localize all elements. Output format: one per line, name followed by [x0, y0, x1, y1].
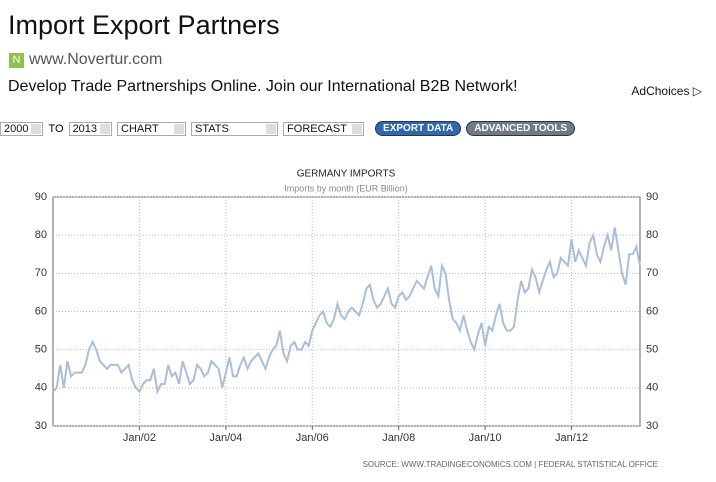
- chart-source: SOURCE: WWW.TRADINGECONOMICS.COM | FEDER…: [363, 460, 658, 469]
- x-tick-label: Jan/04: [209, 432, 242, 444]
- y2-tick-label: 30: [646, 420, 658, 432]
- ad-url[interactable]: www.Novertur.com: [29, 51, 163, 68]
- x-tick-label: Jan/10: [469, 432, 502, 444]
- y2-tick-label: 60: [646, 305, 658, 317]
- chart-subtitle: Imports by month (EUR Billion): [284, 183, 408, 193]
- y2-tick-label: 90: [646, 191, 658, 203]
- y-tick-label: 70: [35, 267, 47, 279]
- ad-text[interactable]: Develop Trade Partnerships Online. Join …: [8, 78, 518, 95]
- chart-title: GERMANY IMPORTS: [297, 169, 396, 180]
- y-tick-label: 50: [35, 344, 47, 356]
- ad-icon: N: [9, 52, 24, 68]
- ad-choices[interactable]: AdChoices ▷: [631, 84, 702, 98]
- chart: GERMANY IMPORTS Imports by month (EUR Bi…: [35, 169, 659, 469]
- to-label: TO: [48, 122, 64, 135]
- ad-choices-label[interactable]: AdChoices: [631, 84, 690, 98]
- page-title: Import Export Partners: [8, 10, 280, 40]
- advanced-button[interactable]: ADVANCED TOOLS: [466, 121, 576, 136]
- y2-tick-label: 50: [646, 344, 658, 356]
- y2-tick-label: 80: [646, 229, 658, 241]
- x-tick-label: Jan/02: [123, 432, 156, 444]
- y2-tick-label: 70: [646, 267, 658, 279]
- forecast-select[interactable]: FORECAST: [283, 121, 365, 136]
- stats-select[interactable]: STATS: [191, 121, 279, 136]
- y-tick-label: 80: [35, 229, 47, 241]
- export-button[interactable]: EXPORT DATA: [375, 121, 462, 136]
- from-select[interactable]: 2000: [0, 121, 44, 136]
- y-tick-label: 90: [35, 191, 47, 203]
- y2-tick-label: 40: [646, 382, 658, 394]
- data-line: [52, 227, 641, 396]
- x-tick-label: Jan/12: [555, 432, 588, 444]
- x-tick-label: Jan/06: [296, 432, 329, 444]
- x-tick-label: Jan/08: [382, 432, 415, 444]
- toolbar: 2000 TO 2013 CHART STATS FORECAST EXPORT…: [0, 121, 576, 136]
- y-tick-label: 40: [35, 382, 47, 394]
- chart-select[interactable]: CHART: [117, 121, 187, 136]
- y-tick-label: 60: [35, 305, 47, 317]
- ad-source[interactable]: N www.Novertur.com: [9, 51, 162, 69]
- to-select[interactable]: 2013: [68, 121, 113, 136]
- y-tick-label: 30: [35, 420, 47, 432]
